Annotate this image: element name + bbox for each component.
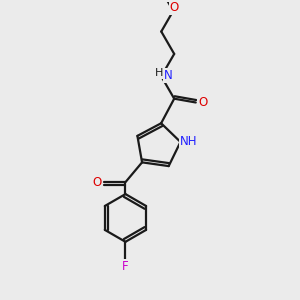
Text: O: O xyxy=(169,2,179,14)
Text: NH: NH xyxy=(180,135,197,148)
Text: O: O xyxy=(198,96,207,109)
Text: F: F xyxy=(122,260,129,273)
Text: O: O xyxy=(92,176,101,189)
Text: N: N xyxy=(164,69,172,82)
Text: H: H xyxy=(155,68,164,78)
